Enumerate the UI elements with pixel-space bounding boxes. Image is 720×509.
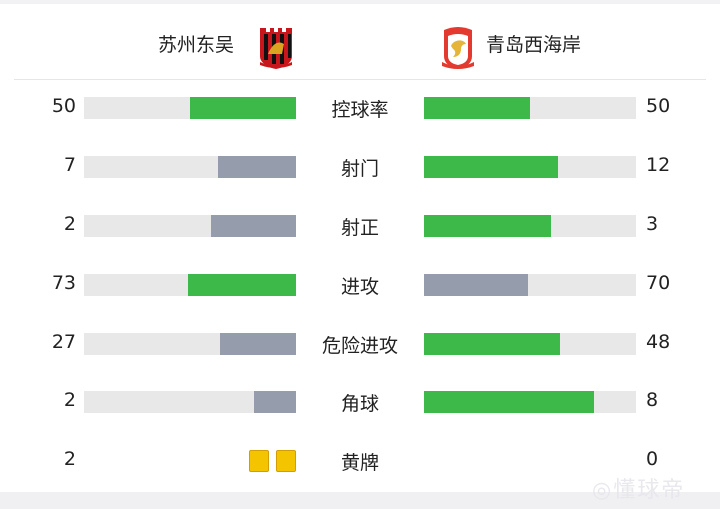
watermark-logo: ◎懂球帝 xyxy=(592,478,686,503)
home-bar-fill xyxy=(190,97,296,119)
home-team-name: 苏州东吴 xyxy=(158,34,235,56)
away-bar-fill xyxy=(424,274,528,296)
stat-row: 27 危险进攻 48 xyxy=(0,329,720,359)
stat-row: 2 射正 3 xyxy=(0,211,720,241)
stat-label: 角球 xyxy=(340,393,379,415)
away-value: 3 xyxy=(646,213,659,235)
home-value: 27 xyxy=(51,331,76,353)
home-value: 7 xyxy=(63,154,76,176)
home-bar-track xyxy=(84,97,296,119)
home-bar-fill xyxy=(211,215,296,237)
stat-label: 控球率 xyxy=(331,99,389,121)
home-team-logo xyxy=(260,28,292,69)
away-value: 0 xyxy=(646,448,659,470)
home-value: 50 xyxy=(51,95,76,117)
away-value: 70 xyxy=(646,272,671,294)
home-value: 2 xyxy=(63,389,76,411)
away-bar-track xyxy=(424,333,636,355)
away-value: 12 xyxy=(646,154,671,176)
away-bar-fill xyxy=(424,97,530,119)
home-bar-track xyxy=(84,274,296,296)
teams-header: 苏州东吴 青岛西海岸 xyxy=(14,4,706,80)
home-bar-track xyxy=(84,215,296,237)
home-bar-track xyxy=(84,156,296,178)
stat-label: 危险进攻 xyxy=(321,335,398,357)
away-value: 48 xyxy=(646,331,671,353)
stat-label: 射门 xyxy=(340,158,379,180)
home-value: 2 xyxy=(63,213,76,235)
yellow-card-icon xyxy=(249,450,269,472)
stat-label: 进攻 xyxy=(340,276,379,298)
home-bar-fill xyxy=(187,274,296,296)
home-bar-fill xyxy=(253,391,296,413)
away-bar-track xyxy=(424,391,636,413)
stat-label: 射正 xyxy=(340,217,379,239)
home-bar-track xyxy=(84,333,296,355)
top-band xyxy=(0,0,720,4)
stat-row: 7 射门 12 xyxy=(0,152,720,182)
away-bar-track xyxy=(424,156,636,178)
away-value: 8 xyxy=(646,389,659,411)
away-bar-fill xyxy=(424,215,552,237)
home-value: 2 xyxy=(63,448,76,470)
stat-row-yellow-cards: 2 黄牌 0 xyxy=(0,446,720,476)
home-value: 73 xyxy=(51,272,76,294)
yellow-card-icon xyxy=(276,450,296,472)
watermark-text: 懂球帝 xyxy=(613,478,686,503)
away-value: 50 xyxy=(646,95,671,117)
away-bar-fill xyxy=(424,391,594,413)
bottom-band xyxy=(0,492,720,509)
stat-label: 黄牌 xyxy=(340,452,379,474)
home-bar-track xyxy=(84,391,296,413)
home-bar-fill xyxy=(217,156,296,178)
away-bar-track xyxy=(424,97,636,119)
away-team-logo xyxy=(442,27,474,69)
away-bar-track xyxy=(424,274,636,296)
away-team-name: 青岛西海岸 xyxy=(486,34,582,56)
away-bar-fill xyxy=(424,333,560,355)
away-bar-track xyxy=(424,215,636,237)
away-bar-fill xyxy=(424,156,558,178)
home-bar-fill xyxy=(219,333,296,355)
stat-row: 2 角球 8 xyxy=(0,387,720,417)
stat-row: 50 控球率 50 xyxy=(0,93,720,123)
stat-row: 73 进攻 70 xyxy=(0,270,720,300)
